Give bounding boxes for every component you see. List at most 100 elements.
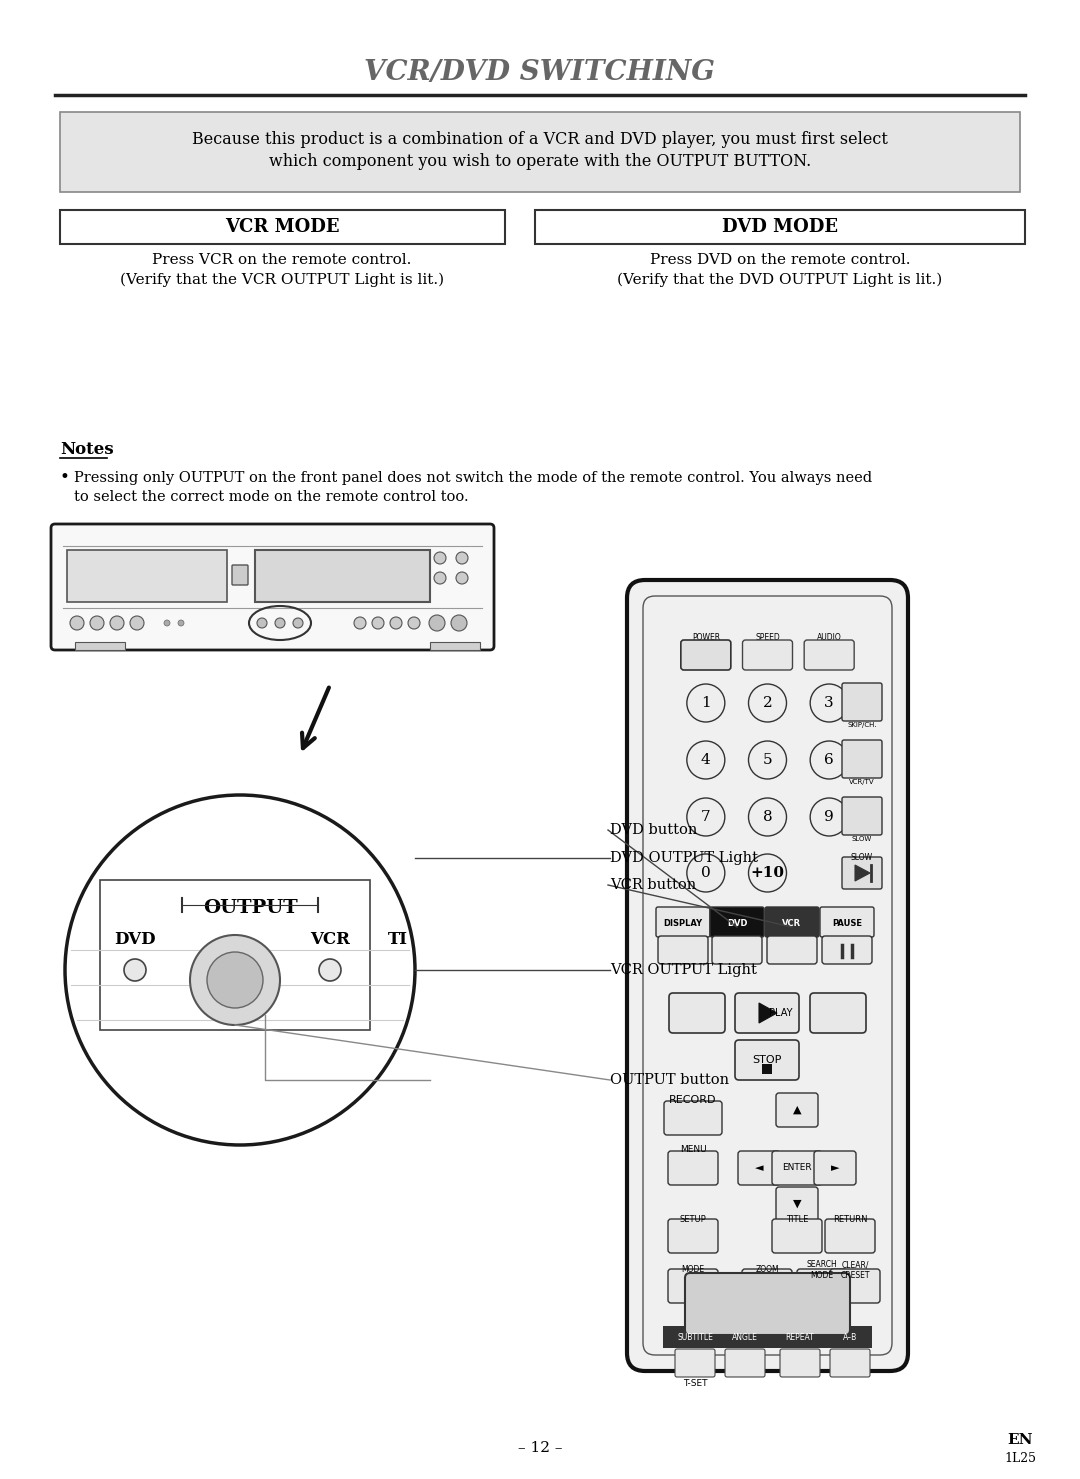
Text: SUBTITLE: SUBTITLE <box>677 1333 713 1341</box>
Circle shape <box>748 853 786 892</box>
Text: 4: 4 <box>701 753 711 768</box>
FancyBboxPatch shape <box>725 1349 765 1377</box>
Text: SLOW: SLOW <box>851 853 873 862</box>
FancyBboxPatch shape <box>669 1219 718 1253</box>
FancyBboxPatch shape <box>680 640 731 670</box>
FancyBboxPatch shape <box>810 992 866 1032</box>
Text: VCR button: VCR button <box>610 879 697 892</box>
Text: 8: 8 <box>762 810 772 824</box>
Text: REPEAT: REPEAT <box>785 1333 814 1341</box>
Text: PAUSE: PAUSE <box>832 918 862 927</box>
Text: VCR MODE: VCR MODE <box>225 217 339 237</box>
FancyBboxPatch shape <box>738 1151 780 1185</box>
Circle shape <box>687 799 725 836</box>
Circle shape <box>810 741 848 779</box>
FancyBboxPatch shape <box>805 640 854 670</box>
Circle shape <box>65 796 415 1145</box>
Text: 1: 1 <box>701 697 711 710</box>
Circle shape <box>90 615 104 630</box>
FancyBboxPatch shape <box>669 992 725 1032</box>
Text: ZOOM: ZOOM <box>755 1266 779 1275</box>
Circle shape <box>434 552 446 563</box>
Text: +10: +10 <box>751 867 784 880</box>
FancyBboxPatch shape <box>669 1269 718 1303</box>
Text: VCR/DVD SWITCHING: VCR/DVD SWITCHING <box>365 59 715 86</box>
FancyBboxPatch shape <box>772 1151 822 1185</box>
Text: AUDIO: AUDIO <box>816 633 841 642</box>
Circle shape <box>810 683 848 722</box>
Text: ▼: ▼ <box>793 1199 801 1208</box>
Text: RECORD: RECORD <box>670 1094 717 1105</box>
FancyBboxPatch shape <box>67 550 227 602</box>
Text: ANGLE: ANGLE <box>732 1333 758 1341</box>
FancyBboxPatch shape <box>51 524 494 649</box>
Text: which component you wish to operate with the OUTPUT BUTTON.: which component you wish to operate with… <box>269 154 811 170</box>
FancyBboxPatch shape <box>735 992 799 1032</box>
Text: MENU: MENU <box>679 1146 706 1155</box>
FancyBboxPatch shape <box>656 907 710 938</box>
Text: to select the correct mode on the remote control too.: to select the correct mode on the remote… <box>75 490 469 504</box>
Text: DVD MODE: DVD MODE <box>723 217 838 237</box>
Text: PLAY: PLAY <box>769 1009 793 1018</box>
Text: RETURN: RETURN <box>833 1216 867 1225</box>
Text: SKIP/CH.: SKIP/CH. <box>847 722 877 728</box>
FancyBboxPatch shape <box>232 565 248 586</box>
Text: DVD: DVD <box>114 932 156 948</box>
FancyBboxPatch shape <box>762 1063 772 1074</box>
Circle shape <box>275 618 285 629</box>
Text: DVD button: DVD button <box>610 822 698 837</box>
Text: (Verify that the DVD OUTPUT Light is lit.): (Verify that the DVD OUTPUT Light is lit… <box>618 272 943 287</box>
FancyBboxPatch shape <box>842 797 882 836</box>
Text: TI: TI <box>388 932 408 948</box>
Text: 1L25: 1L25 <box>1004 1451 1036 1464</box>
FancyBboxPatch shape <box>842 740 882 778</box>
FancyBboxPatch shape <box>767 936 816 964</box>
FancyBboxPatch shape <box>669 1151 718 1185</box>
FancyBboxPatch shape <box>430 642 480 649</box>
Circle shape <box>687 683 725 722</box>
Circle shape <box>257 618 267 629</box>
Circle shape <box>110 615 124 630</box>
Circle shape <box>354 617 366 629</box>
Circle shape <box>687 741 725 779</box>
Circle shape <box>748 741 786 779</box>
Circle shape <box>434 572 446 584</box>
Circle shape <box>429 615 445 632</box>
Text: Press DVD on the remote control.: Press DVD on the remote control. <box>650 253 910 268</box>
Circle shape <box>319 958 341 981</box>
FancyBboxPatch shape <box>712 936 762 964</box>
FancyBboxPatch shape <box>777 1188 818 1222</box>
FancyBboxPatch shape <box>831 1269 880 1303</box>
Text: POWER: POWER <box>692 633 720 642</box>
FancyBboxPatch shape <box>743 640 793 670</box>
FancyBboxPatch shape <box>772 1219 822 1253</box>
Text: ►: ► <box>831 1162 839 1173</box>
Text: SLOW: SLOW <box>852 836 873 842</box>
FancyBboxPatch shape <box>814 1151 856 1185</box>
Text: Press VCR on the remote control.: Press VCR on the remote control. <box>152 253 411 268</box>
Text: CLEAR/
CRESET: CLEAR/ CRESET <box>840 1260 869 1279</box>
FancyBboxPatch shape <box>742 1269 792 1303</box>
Text: VCR: VCR <box>782 918 801 927</box>
Circle shape <box>687 853 725 892</box>
FancyBboxPatch shape <box>75 642 125 649</box>
FancyBboxPatch shape <box>685 1273 850 1336</box>
FancyBboxPatch shape <box>820 907 874 938</box>
Circle shape <box>810 799 848 836</box>
FancyBboxPatch shape <box>675 1349 715 1377</box>
Text: (Verify that the VCR OUTPUT Light is lit.): (Verify that the VCR OUTPUT Light is lit… <box>120 272 444 287</box>
Text: 7: 7 <box>701 810 711 824</box>
Text: Pressing only OUTPUT on the front panel does not switch the mode of the remote c: Pressing only OUTPUT on the front panel … <box>75 470 873 485</box>
Text: Notes: Notes <box>60 442 113 458</box>
Text: OUTPUT button: OUTPUT button <box>610 1072 729 1087</box>
Text: ◄: ◄ <box>755 1162 764 1173</box>
Text: 0: 0 <box>701 867 711 880</box>
Text: VCR: VCR <box>310 932 350 948</box>
FancyBboxPatch shape <box>535 210 1025 244</box>
Polygon shape <box>855 865 870 881</box>
Circle shape <box>190 935 280 1025</box>
Circle shape <box>456 552 468 563</box>
Circle shape <box>124 958 146 981</box>
Circle shape <box>451 615 467 632</box>
Text: EN: EN <box>1008 1433 1032 1446</box>
